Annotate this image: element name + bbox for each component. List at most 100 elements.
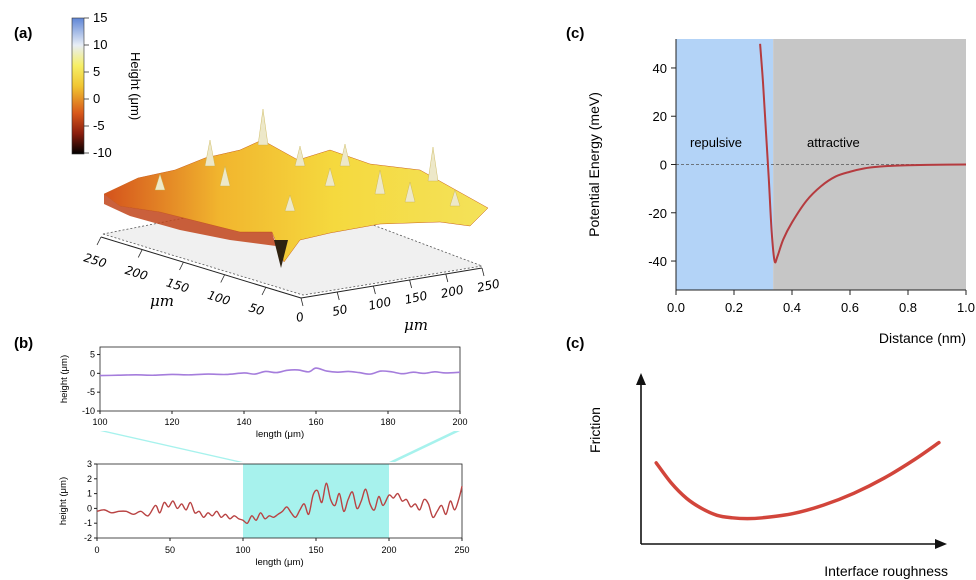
left-axis-tick-label: 50: [247, 300, 266, 318]
right-axis-tick: [481, 267, 485, 277]
y-tick-label: 3: [87, 459, 92, 469]
colorbar-tick-label: 0: [93, 91, 100, 106]
y-tick-label: -1: [84, 518, 92, 528]
y-tick-label: 20: [653, 109, 667, 124]
x-tick-label: 200: [381, 545, 396, 555]
y-tick-label: -40: [648, 254, 667, 269]
region-attractive-label: attractive: [807, 135, 860, 150]
surface-peak: [284, 194, 296, 212]
zoom-connector: [100, 431, 460, 462]
colorbar-tick-label: 5: [93, 64, 100, 79]
left-axis-tick: [179, 261, 184, 271]
x-tick-label: 200: [452, 417, 467, 427]
left-axis-line: [100, 236, 302, 299]
surface-peak: [257, 108, 269, 146]
x-axis-label: length (μm): [256, 429, 304, 440]
zoom-profile-chart: 100 120 140 160 180 200 5 0 -5 -10 length (μm) heig…: [59, 346, 468, 440]
left-axis-tick: [137, 249, 143, 258]
x-tick-label: 0.6: [841, 300, 859, 315]
right-axis-tick: [445, 273, 449, 283]
y-tick-label: -5: [87, 387, 95, 397]
x-tick-label: 180: [380, 417, 395, 427]
surface-peak: [339, 143, 351, 167]
x-axis-arrowhead: [935, 539, 947, 549]
right-axis-tick: [373, 285, 376, 295]
surface-3d-plot: 250 200 150 100 50 0 50 100 150 200 250 μm μm: [82, 108, 502, 334]
y-axis-arrowhead: [636, 373, 646, 385]
left-axis-tick-label: 200: [123, 263, 149, 283]
x-tick-label: 0.8: [899, 300, 917, 315]
right-axis-tick-label: 100: [367, 294, 393, 313]
plot-frame: [99, 346, 461, 412]
x-tick-label: 50: [165, 545, 175, 555]
colorbar: 15 10 5 0 -5 -10 Height (μm): [71, 10, 143, 160]
right-axis-tick: [409, 279, 412, 289]
y-tick-label: 2: [87, 474, 92, 484]
full-profile-chart: 0 50 100 150 200 250 3 2 1 0 -1 -2 length (μm) height…: [58, 459, 470, 568]
region-repulsive-label: repulsive: [690, 135, 742, 150]
surface-shadow: [104, 194, 276, 246]
left-axis-tick: [96, 236, 102, 246]
right-axis-tick-label: 50: [331, 302, 349, 319]
plot-frame: [96, 463, 463, 539]
y-tick-label: -20: [648, 206, 667, 221]
right-axis-tick-label: 250: [476, 276, 502, 295]
y-axis-label: height (μm): [59, 355, 70, 403]
x-tick-label: 140: [236, 417, 251, 427]
colorbar-tick-label: -5: [93, 118, 105, 133]
y-axis-label: Friction: [587, 407, 603, 453]
right-axis-tick: [336, 291, 340, 301]
x-tick-label: 1.0: [957, 300, 975, 315]
colorbar-title: Height (μm): [128, 52, 143, 120]
left-axis-tick: [220, 274, 226, 283]
zoom-connector-right: [389, 431, 460, 462]
panel-b-label: (b): [14, 335, 33, 352]
y-tick-label: 0: [87, 503, 92, 513]
panel-a-label: (a): [14, 25, 32, 42]
y-tick-label: 0: [90, 368, 95, 378]
y-axis-label: height (μm): [58, 477, 69, 525]
highlight-region: [243, 464, 389, 538]
y-tick-label: 5: [90, 350, 95, 360]
right-axis-tick-label: 0: [295, 310, 306, 325]
x-tick-label: 100: [235, 545, 250, 555]
surface-peak: [449, 189, 461, 207]
colorbar-tick-label: 15: [93, 10, 107, 25]
surface-peak: [324, 167, 336, 187]
potential-curve: [759, 43, 967, 264]
x-tick-label: 160: [308, 417, 323, 427]
surface-peak: [404, 181, 416, 203]
potential-energy-chart: 0.0 0.2 0.4 0.6 0.8 1.0 40 20 0 -20 -40 Distance (n…: [586, 39, 975, 346]
surface-peak: [219, 165, 231, 187]
x-tick-label: 0.2: [725, 300, 743, 315]
left-axis-tick-label: 100: [206, 288, 232, 308]
right-axis-tick: [300, 297, 304, 307]
x-axis-label: Interface roughness: [824, 563, 948, 579]
friction-curve: [654, 440, 941, 521]
x-tick-label: 150: [308, 545, 323, 555]
right-axis-tick-label: 200: [440, 282, 466, 301]
surface-peak: [374, 169, 386, 195]
right-axis-unit: μm: [404, 316, 428, 334]
y-tick-label: 0: [660, 158, 667, 173]
x-tick-label: 250: [454, 545, 469, 555]
surface-peak: [154, 173, 166, 191]
y-tick-label: -10: [82, 406, 95, 416]
x-tick-label: 0.4: [783, 300, 801, 315]
left-axis-tick-label: 250: [82, 250, 108, 270]
surface-pit: [274, 240, 288, 268]
y-tick-label: 40: [653, 61, 667, 76]
x-tick-label: 100: [92, 417, 107, 427]
surface-peak: [204, 139, 216, 167]
panel-c-top-label: (c): [566, 25, 584, 42]
panel-c-bottom-label: (c): [566, 335, 584, 352]
left-axis-unit: μm: [150, 292, 174, 310]
colorbar-tick-label: -10: [93, 145, 112, 160]
x-axis-label: length (μm): [255, 557, 303, 568]
right-axis-line: [300, 267, 483, 299]
right-axis-tick-label: 150: [403, 288, 429, 307]
surface-peak: [427, 146, 439, 182]
y-tick-label: 1: [87, 489, 92, 499]
zoom-profile-line: [99, 367, 461, 377]
colorbar-gradient: [71, 17, 85, 155]
